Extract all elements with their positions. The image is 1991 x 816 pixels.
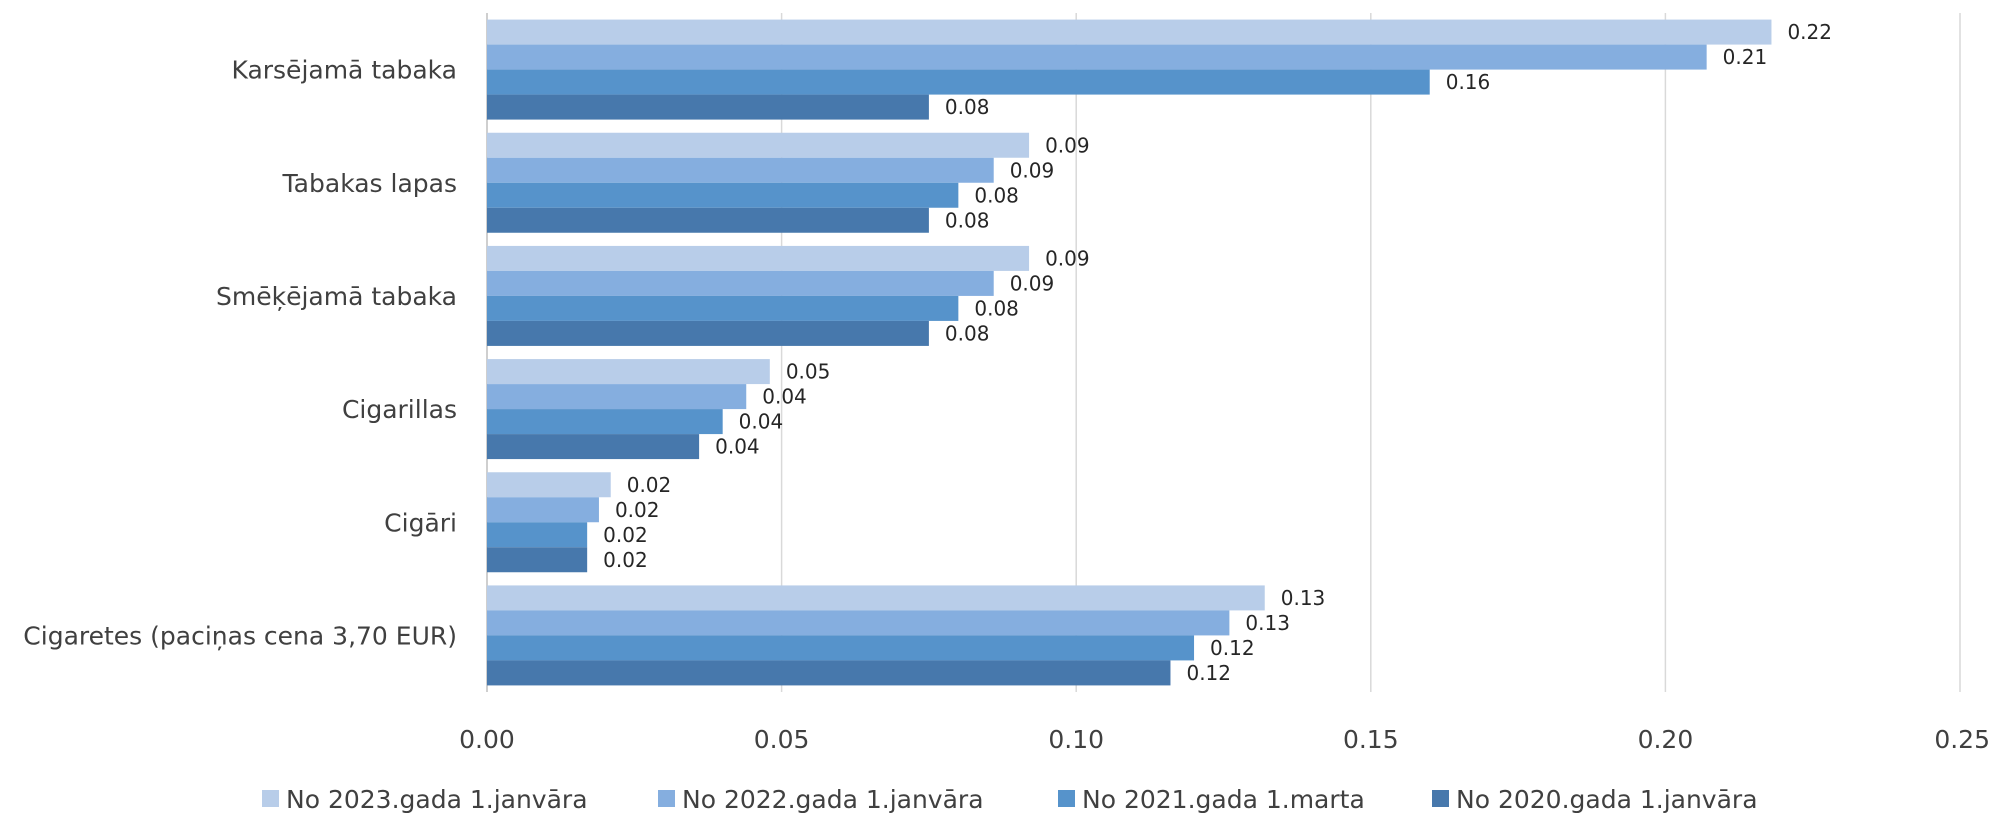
bar bbox=[487, 44, 1707, 70]
legend-swatch bbox=[658, 790, 675, 807]
data-label: 0.08 bbox=[945, 208, 990, 232]
bar bbox=[487, 182, 959, 208]
bar bbox=[487, 522, 588, 548]
data-label: 0.12 bbox=[1210, 636, 1255, 660]
category-label: Karsējamā tabaka bbox=[231, 56, 457, 85]
data-label: 0.08 bbox=[974, 296, 1019, 320]
data-label: 0.21 bbox=[1723, 45, 1768, 69]
bar bbox=[487, 320, 929, 346]
category-label: Smēķējamā tabaka bbox=[216, 282, 457, 311]
bar bbox=[487, 270, 994, 296]
bar bbox=[487, 409, 723, 435]
legend-label: No 2020.gada 1.janvāra bbox=[1456, 785, 1758, 814]
bar bbox=[487, 207, 929, 233]
data-label: 0.12 bbox=[1186, 661, 1231, 685]
gridlines bbox=[486, 13, 1961, 692]
data-label: 0.02 bbox=[615, 498, 660, 522]
bar bbox=[487, 635, 1195, 661]
data-label: 0.16 bbox=[1446, 70, 1491, 94]
data-label: 0.08 bbox=[945, 95, 990, 119]
bar bbox=[487, 384, 747, 410]
legend-label: No 2023.gada 1.janvāra bbox=[286, 785, 588, 814]
x-tick-label: 0.10 bbox=[1048, 725, 1104, 754]
category-label: Cigāri bbox=[384, 508, 457, 537]
data-labels: 0.220.210.160.080.090.090.080.080.090.09… bbox=[603, 20, 1832, 685]
legend-label: No 2021.gada 1.marta bbox=[1082, 785, 1365, 814]
bar bbox=[487, 69, 1430, 95]
bar bbox=[487, 157, 994, 183]
data-label: 0.05 bbox=[786, 360, 831, 384]
x-tick-label: 0.25 bbox=[1934, 725, 1990, 754]
data-label: 0.09 bbox=[1010, 158, 1055, 182]
legend-swatch bbox=[1058, 790, 1075, 807]
bar bbox=[487, 359, 770, 385]
legend: No 2023.gada 1.janvāra No 2022.gada 1.jan… bbox=[262, 785, 1758, 814]
legend-label: No 2022.gada 1.janvāra bbox=[682, 785, 984, 814]
legend-swatch bbox=[1432, 790, 1449, 807]
data-label: 0.08 bbox=[945, 321, 990, 345]
bar bbox=[487, 610, 1230, 636]
bar bbox=[487, 585, 1265, 611]
category-labels: Karsējamā tabaka Tabakas lapas Smēķējamā t… bbox=[23, 56, 457, 651]
bar bbox=[487, 132, 1030, 158]
data-label: 0.02 bbox=[603, 523, 648, 547]
data-label: 0.04 bbox=[762, 385, 807, 409]
bars bbox=[487, 19, 1772, 686]
x-axis-tick-labels: 0.00 0.05 0.10 0.15 0.20 0.25 bbox=[459, 725, 1990, 754]
data-label: 0.02 bbox=[603, 548, 648, 572]
bar bbox=[487, 19, 1772, 45]
x-tick-label: 0.20 bbox=[1638, 725, 1694, 754]
data-label: 0.22 bbox=[1787, 20, 1832, 44]
data-label: 0.02 bbox=[627, 473, 672, 497]
bar bbox=[487, 295, 959, 321]
data-label: 0.09 bbox=[1045, 133, 1090, 157]
data-label: 0.13 bbox=[1245, 611, 1290, 635]
data-label: 0.04 bbox=[715, 435, 760, 459]
data-label: 0.08 bbox=[974, 183, 1019, 207]
data-label: 0.09 bbox=[1045, 246, 1090, 270]
data-label: 0.13 bbox=[1281, 586, 1326, 610]
x-tick-label: 0.15 bbox=[1343, 725, 1399, 754]
bar bbox=[487, 660, 1171, 686]
bar bbox=[487, 547, 588, 573]
bar bbox=[487, 434, 700, 460]
legend-swatch bbox=[262, 790, 279, 807]
bar bbox=[487, 94, 929, 120]
data-label: 0.04 bbox=[739, 410, 784, 434]
bar bbox=[487, 245, 1030, 271]
x-tick-label: 0.00 bbox=[459, 725, 515, 754]
category-label: Tabakas lapas bbox=[282, 169, 457, 198]
bar bbox=[487, 472, 611, 498]
bar bbox=[487, 497, 599, 523]
category-label: Cigarillas bbox=[342, 395, 457, 424]
data-label: 0.09 bbox=[1010, 271, 1055, 295]
x-tick-label: 0.05 bbox=[754, 725, 810, 754]
category-label: Cigaretes (paciņas cena 3,70 EUR) bbox=[23, 621, 457, 650]
